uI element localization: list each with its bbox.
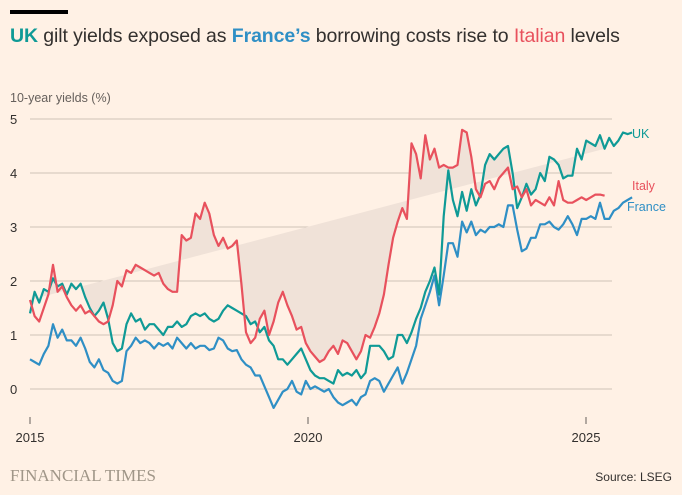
top-rule — [10, 10, 68, 14]
y-tick-label: 4 — [10, 166, 17, 181]
series-line-uk — [28, 131, 633, 385]
title-text-3: levels — [565, 25, 620, 47]
y-tick-label: 5 — [10, 112, 17, 127]
title-text-1: gilt yields exposed as — [37, 25, 232, 47]
ft-logo: FINANCIAL TIMES — [10, 466, 156, 485]
x-tick-label: 2015 — [16, 430, 45, 445]
x-tick-label: 2020 — [294, 430, 323, 445]
y-tick-label: 1 — [10, 328, 17, 343]
series-label-france: France — [627, 200, 666, 214]
y-tick-label: 3 — [10, 220, 17, 235]
series-label-italy: Italy — [632, 179, 656, 193]
series-line-italy — [28, 128, 605, 364]
y-tick-label: 0 — [10, 382, 17, 397]
series-label-uk: UK — [632, 127, 650, 141]
title-italy: Italian — [513, 25, 566, 47]
title-france: France’s — [231, 25, 311, 47]
range-band — [30, 129, 605, 362]
x-tick-label: 2025 — [572, 430, 601, 445]
title-text-2: borrowing costs rise to — [310, 25, 514, 47]
y-tick-label: 2 — [10, 274, 17, 289]
title-uk: UK — [10, 25, 38, 47]
y-axis-label: 10-year yields (%) — [10, 91, 111, 105]
series-line-france — [29, 196, 633, 409]
source-note: Source: LSEG — [595, 470, 672, 484]
chart-title: UK gilt yields exposed as France’s borro… — [10, 25, 620, 48]
